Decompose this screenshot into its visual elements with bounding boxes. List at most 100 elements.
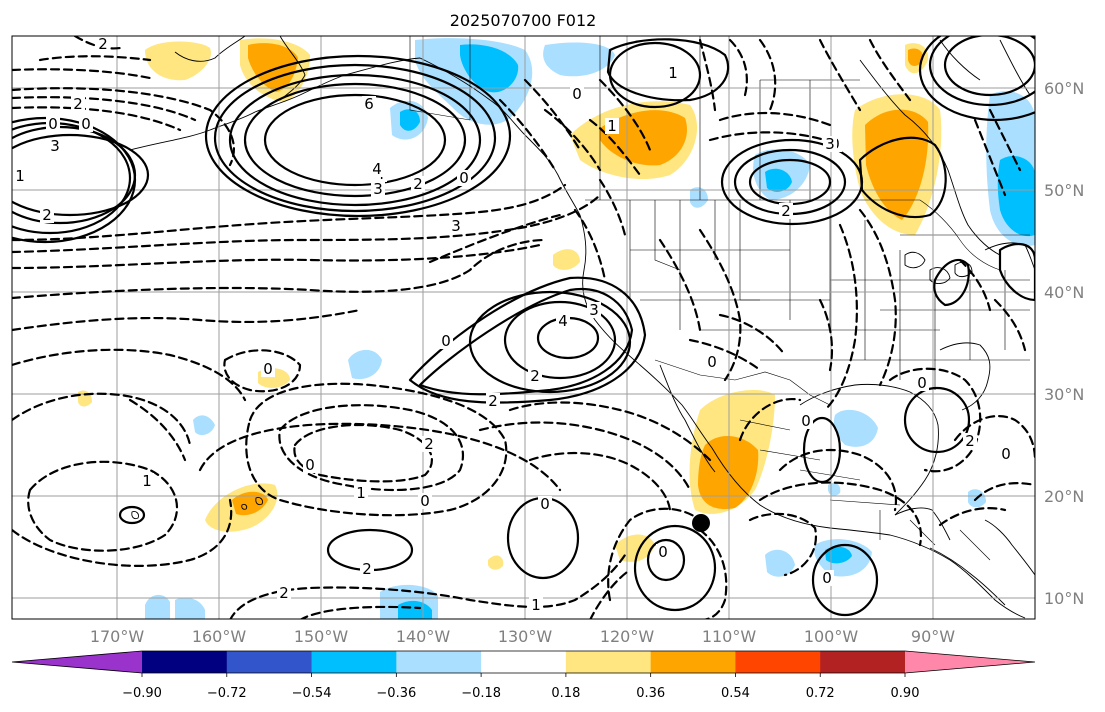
contour-label: 0 <box>305 456 315 474</box>
latitude-label: 50°N <box>1044 181 1084 200</box>
fill-blue-light <box>145 594 170 619</box>
longitude-label: 160°W <box>192 627 247 646</box>
contour-label: 0 <box>441 332 451 350</box>
colorbar-segment <box>142 651 228 673</box>
contour-label: 1 <box>607 117 617 135</box>
longitude-label: 150°W <box>294 627 349 646</box>
contour-label-bg <box>354 485 368 501</box>
contour-label-bg <box>140 473 154 489</box>
contour-label-bg <box>371 181 385 197</box>
contour-label-bg <box>556 313 570 329</box>
contour-label: 1 <box>668 64 678 82</box>
longitude-label: 100°W <box>804 627 859 646</box>
contour-label: 0 <box>707 353 717 371</box>
contour-label-bg <box>48 138 62 154</box>
contour-label-bg <box>457 170 471 186</box>
contour-label: 2 <box>424 435 434 453</box>
contour-label-bg <box>779 203 793 219</box>
contour-label: 3 <box>50 137 60 155</box>
colorbar-tick-label: 0.36 <box>636 686 665 701</box>
contour-label: 2 <box>42 206 52 224</box>
contour-label: 1 <box>356 484 366 502</box>
contour-label: 4 <box>558 312 568 330</box>
contour-lines <box>12 36 1035 619</box>
contour-label-bg <box>666 65 680 81</box>
fill-yellow <box>488 555 504 570</box>
fill-blue-light <box>690 187 708 208</box>
contour-label: 6 <box>364 95 374 113</box>
contour-label: 0 <box>81 115 91 133</box>
contour-label: 3 <box>451 217 461 235</box>
latitude-labels: 60°N 50°N 40°N 30°N 20°N 10°N <box>1044 79 1084 608</box>
political-borders <box>409 36 1030 561</box>
contour-label: 4 <box>372 160 382 178</box>
contour-label: 1 <box>15 167 25 185</box>
fill-orange <box>908 48 924 66</box>
contour-label: 1 <box>142 472 152 490</box>
colorbar-segment <box>565 651 652 673</box>
map-area: 2643200234320120102012000100200012364200… <box>12 36 1035 619</box>
contour-label-bg <box>528 368 542 384</box>
fill-orange <box>248 43 298 92</box>
longitude-label: 130°W <box>498 627 553 646</box>
map-title: 2025070700 F012 <box>450 11 597 30</box>
latitude-label: 30°N <box>1044 385 1084 404</box>
colorbar-tick-label: −0.90 <box>122 686 162 701</box>
contour-label-bg <box>538 496 552 512</box>
contour-label: 2 <box>413 175 423 193</box>
contour-label-bg <box>823 136 837 152</box>
contour-label: 0 <box>420 492 430 510</box>
fill-blue <box>765 168 792 192</box>
contour-label-bg <box>71 96 85 112</box>
colorbar-extend-low <box>12 651 142 673</box>
contour-label-bg <box>46 116 60 132</box>
contour-label: 0 <box>1001 445 1011 463</box>
colorbar-segment <box>650 651 736 673</box>
longitude-label: 120°W <box>600 627 655 646</box>
contour-label-bg <box>303 457 317 473</box>
contour-label-bg <box>999 446 1013 462</box>
contour-label: 2 <box>965 432 975 450</box>
contour-label-bg <box>570 86 584 102</box>
contour-label-bg <box>587 302 601 318</box>
latitude-label: 10°N <box>1044 589 1084 608</box>
longitude-labels: 170°W 160°W 150°W 140°W 130°W 120°W 110°W 100°W… <box>90 627 955 646</box>
fill-yellow <box>145 41 211 81</box>
contour-label: 2 <box>781 202 791 220</box>
contour-label: 0 <box>822 569 832 587</box>
fill-blue-light <box>193 415 215 436</box>
colorbar-tick-label: −0.18 <box>461 686 501 701</box>
colorbar-segment <box>311 651 397 673</box>
contour-label: 0 <box>917 374 927 392</box>
contour-label-bg <box>705 354 719 370</box>
colorbar-segment <box>396 651 482 673</box>
fill-yellow <box>553 249 580 270</box>
contour-label: 0 <box>658 543 668 561</box>
longitude-label: 140°W <box>396 627 451 646</box>
contour-label-bg <box>370 161 384 177</box>
colorbar-segment <box>226 651 313 673</box>
colorbar-tick-label: 0.90 <box>891 686 920 701</box>
contour-label: 3 <box>589 301 599 319</box>
contour-label-bg <box>963 433 977 449</box>
latitude-label: 20°N <box>1044 487 1084 506</box>
contour-label-bg <box>486 393 500 409</box>
colorbar-segment <box>820 651 906 673</box>
contour-label-bg <box>13 168 27 184</box>
latitude-label: 40°N <box>1044 283 1084 302</box>
contour-label: 2 <box>279 584 289 602</box>
contour-label-bg <box>96 36 110 52</box>
colorbar-tick-label: −0.72 <box>207 686 247 701</box>
contour-label-bg <box>360 561 374 577</box>
contour-label: 3 <box>373 180 383 198</box>
colorbar-tick-label: 0.18 <box>551 686 580 701</box>
contour-label: 1 <box>531 596 541 614</box>
fill-blue <box>997 155 1035 237</box>
contour-label-bg <box>277 585 291 601</box>
fill-blue <box>400 109 420 131</box>
contour-label-bg <box>422 436 436 452</box>
colorbar-segment <box>735 651 821 673</box>
contour-label: 0 <box>48 115 58 133</box>
contour-labels: 2643200234320120102012000100200012364200… <box>13 36 1013 614</box>
contour-label-bg <box>449 218 463 234</box>
